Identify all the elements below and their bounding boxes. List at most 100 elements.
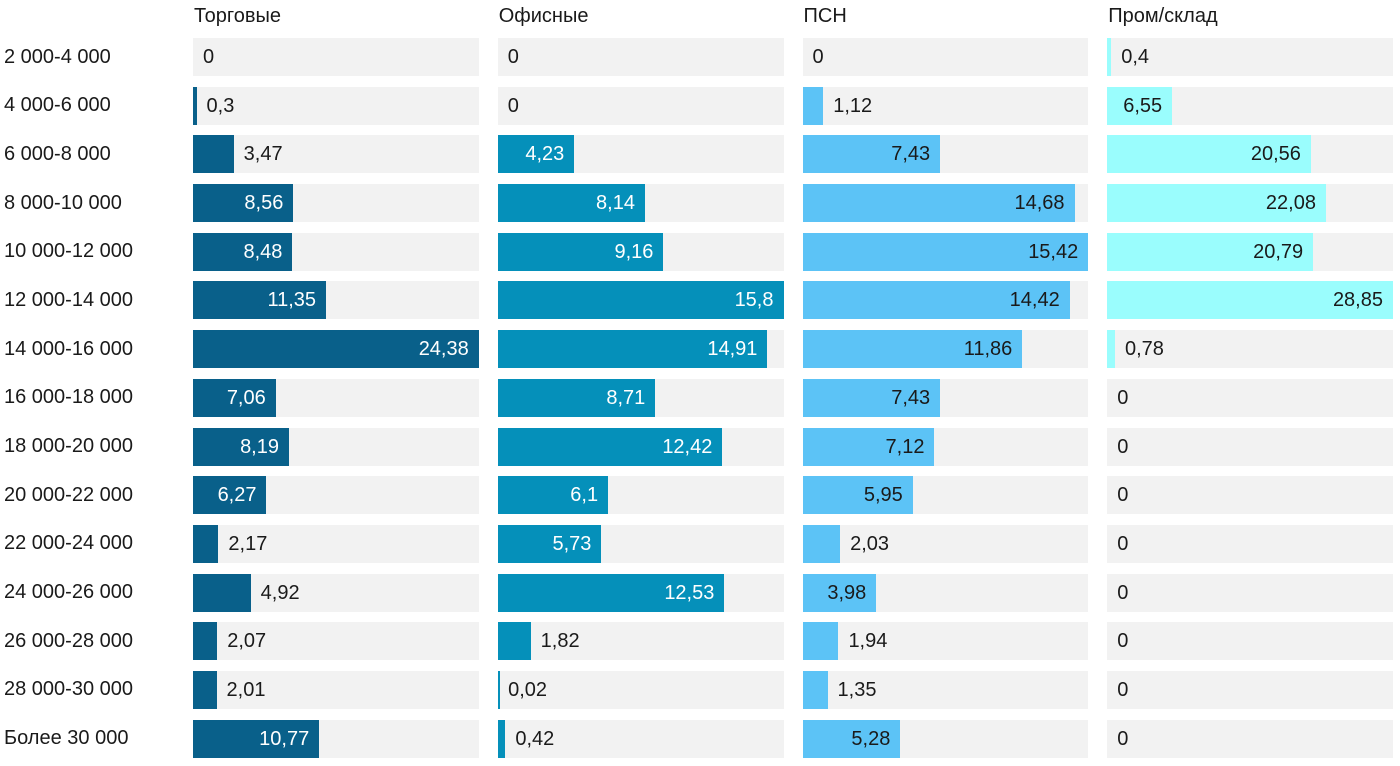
bar	[1107, 232, 1314, 271]
bar	[193, 622, 218, 661]
bar-track: 0	[1107, 719, 1393, 758]
value-label: 2,17	[228, 532, 268, 555]
value-label: 7,06	[226, 386, 266, 409]
value-label: 6,55	[1123, 94, 1163, 117]
value-label: 6,27	[217, 484, 257, 507]
bar-track: 3,98	[802, 573, 1089, 612]
bar	[802, 524, 841, 563]
row-label: 18 000-20 000	[4, 435, 134, 457]
bar-track: 20,79	[1107, 232, 1393, 271]
bar	[1107, 330, 1115, 369]
bar	[497, 378, 656, 417]
bar-track: 14,91	[497, 330, 784, 369]
value-label: 12,53	[664, 581, 715, 604]
bar-track: 2,01	[193, 670, 479, 709]
value-label: 10,77	[259, 727, 310, 750]
bar-track: 0,4	[1107, 38, 1393, 76]
bar	[193, 378, 276, 417]
bar-track: 7,06	[193, 378, 479, 417]
value-label: 8,48	[243, 240, 283, 263]
bar-track: 20,56	[1107, 135, 1393, 174]
bar	[1107, 184, 1326, 223]
header-corner-spacer	[0, 2, 174, 30]
value-label: 2,01	[226, 678, 266, 701]
value-label: 9,16	[614, 240, 654, 263]
bar	[193, 427, 289, 466]
bar	[497, 573, 725, 612]
bar-track: 0,02	[497, 670, 784, 709]
bar-track: 0,78	[1107, 330, 1393, 369]
bar	[193, 330, 479, 369]
bar-track: 8,48	[193, 232, 479, 271]
bar-track: 0	[1107, 524, 1393, 563]
bar-track: 5,73	[497, 524, 784, 563]
value-label: 15,8	[734, 289, 774, 312]
value-label: 0	[1117, 435, 1129, 458]
value-label: 8,14	[596, 192, 635, 215]
bar-track: 0	[497, 86, 784, 125]
value-label: 14,68	[1014, 192, 1065, 215]
row-label: 28 000-30 000	[4, 678, 134, 701]
chart-row: 8 000-10 000 8,56 8,14 14,68 22,08	[0, 184, 1393, 223]
bar	[1107, 135, 1311, 174]
bar	[193, 135, 234, 174]
column-header-psn: ПСН	[803, 5, 847, 27]
chart-row: 12 000-14 000 11,35 15,8 14,42 28,85	[0, 281, 1393, 320]
bar-track: 10,77	[193, 719, 479, 758]
value-label: 0,3	[206, 94, 235, 117]
bar	[497, 622, 531, 661]
bar	[802, 184, 1075, 223]
bar-track: 1,94	[802, 622, 1089, 661]
bar	[497, 670, 500, 709]
bar	[193, 719, 320, 758]
bar-track: 0	[1107, 573, 1393, 612]
bar-track: 4,92	[193, 573, 479, 612]
bar	[497, 184, 645, 223]
bar-track: 1,12	[802, 86, 1089, 125]
column-headers-row: Торговые Офисные ПСН Пром/склад	[0, 2, 1393, 30]
bar-track: 0	[802, 38, 1089, 76]
chart-row: 10 000-12 000 8,48 9,16 15,42 20,79	[0, 232, 1393, 271]
value-label: 7,43	[891, 143, 931, 166]
bar-track: 11,35	[193, 281, 479, 320]
bar-track: 22,08	[1107, 184, 1393, 223]
chart-row: Более 30 000 10,77 0,42 5,28 0	[0, 719, 1393, 758]
bar	[193, 670, 217, 709]
value-label: 0	[1117, 678, 1129, 701]
bar-track: 15,42	[802, 232, 1089, 271]
bar-track: 28,85	[1107, 281, 1393, 320]
value-label: 5,73	[552, 532, 592, 555]
row-label: 24 000-26 000	[4, 581, 134, 604]
bar	[497, 719, 506, 758]
bar-track: 2,03	[802, 524, 1089, 563]
bar	[193, 476, 267, 515]
row-label: 6 000-8 000	[4, 142, 111, 165]
value-label: 0	[507, 46, 519, 68]
bar-track: 0	[1107, 476, 1393, 515]
bar	[193, 281, 327, 320]
chart-row: 26 000-28 000 2,07 1,82 1,94 0	[0, 622, 1393, 661]
bar-track: 6,55	[1107, 86, 1393, 125]
value-label: 5,95	[863, 484, 903, 507]
row-label: Более 30 000	[4, 727, 129, 750]
bar	[1107, 281, 1393, 320]
bar-track: 0,42	[497, 719, 784, 758]
value-label: 20,56	[1250, 143, 1301, 166]
row-label: 10 000-12 000	[4, 240, 134, 263]
bar-track: 3,47	[193, 135, 479, 174]
bar-track: 2,17	[193, 524, 479, 563]
value-label: 24,38	[418, 338, 469, 361]
row-label: 12 000-14 000	[4, 288, 134, 311]
chart-row: 6 000-8 000 3,47 4,23 7,43 20,56	[0, 135, 1393, 174]
value-label: 14,42	[1009, 289, 1060, 312]
bar-track: 0,3	[193, 86, 479, 125]
bar	[802, 135, 941, 174]
bar-track: 5,28	[802, 719, 1089, 758]
bar-track: 0	[1107, 427, 1393, 466]
value-label: 0	[203, 46, 215, 68]
value-label: 0	[507, 94, 519, 117]
bar-track: 8,14	[497, 184, 784, 223]
bar-track: 14,42	[802, 281, 1089, 320]
value-label: 15,42	[1028, 240, 1079, 263]
chart-row: 18 000-20 000 8,19 12,42 7,12 0	[0, 427, 1393, 466]
